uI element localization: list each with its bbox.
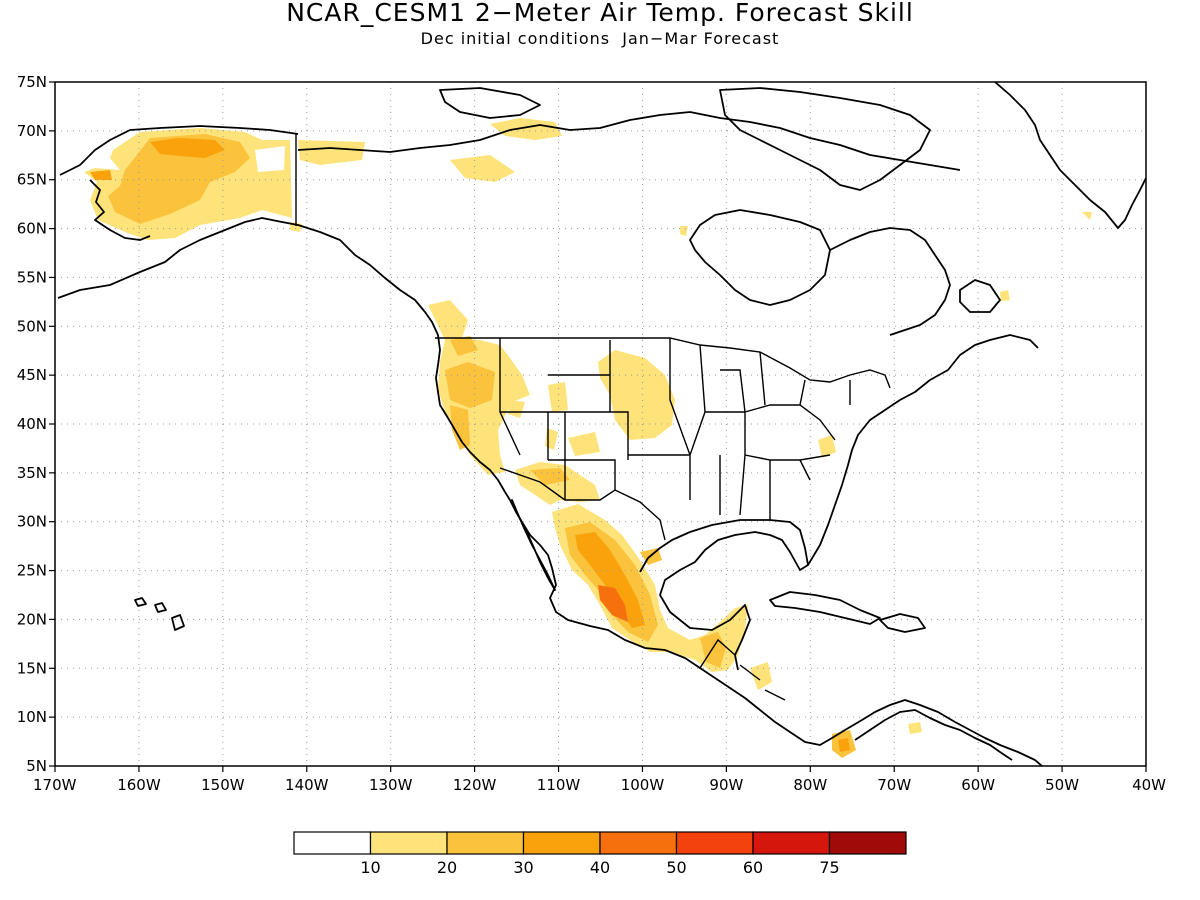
colorbar-label: 50 [666,858,686,877]
baffin-island [719,87,931,191]
gulf-coast [639,519,809,671]
coastlines [57,82,1146,766]
plains-skill-region [508,350,675,456]
map-grid [55,82,1146,766]
colorbar-swatch [369,831,448,855]
colorbar-swatch [599,831,678,855]
hawaii [134,597,185,631]
east-coast [807,334,1039,566]
arctic-skill-region [450,118,562,182]
baja-california [511,499,556,591]
lon-label: 80W [793,776,827,794]
alaska-west-coast [89,179,151,241]
lat-label: 35N [17,464,47,482]
arctic-islands [439,87,541,119]
colorbar: 10 20 30 40 50 60 75 [293,831,907,877]
lat-label: 5N [26,757,47,775]
lat-label: 65N [17,171,47,189]
lat-label: 15N [17,659,47,677]
lat-label: 40N [17,415,47,433]
arctic-coast [297,111,961,171]
colorbar-label: 60 [743,858,763,877]
colorbar-swatch [522,831,601,855]
lat-label: 10N [17,708,47,726]
lon-label: 140W [285,776,329,794]
colorbar-swatch [293,831,372,855]
newfoundland [959,279,1001,313]
lon-label: 70W [877,776,911,794]
west-coast-skill-region [428,300,530,475]
lon-label: 40W [1132,776,1166,794]
labrador-coast [829,227,951,336]
political-borders [295,134,891,701]
alaska-north-coast [59,125,299,176]
us-mexico-border [499,467,666,541]
longitude-labels: 170W 160W 150W 140W 130W 120W 110W 100W 90W 80W 70… [33,766,1166,794]
colorbar-label: 40 [590,858,610,877]
lon-label: 170W [33,776,77,794]
hispaniola [879,613,926,633]
lon-label: 100W [621,776,665,794]
lat-label: 75N [17,73,47,91]
cuba [769,591,881,625]
lon-label: 110W [537,776,581,794]
lat-label: 60N [17,220,47,238]
lon-label: 90W [709,776,743,794]
colorbar-swatch [446,831,525,855]
hudson-bay [689,209,831,306]
lon-label: 120W [453,776,497,794]
colorbar-swatch [828,831,907,855]
lat-label: 20N [17,610,47,628]
lat-label: 25N [17,562,47,580]
map-title: NCAR_CESM1 2−Meter Air Temp. Forecast Sk… [286,0,914,27]
south-america-coast [854,709,1013,761]
lon-label: 60W [961,776,995,794]
lon-label: 160W [117,776,161,794]
greenland [994,82,1146,229]
lat-label: 70N [17,122,47,140]
colorbar-swatch [675,831,754,855]
lon-label: 130W [369,776,413,794]
colorbar-label: 30 [513,858,533,877]
lon-label: 50W [1045,776,1079,794]
state-borders [499,338,851,520]
central-america-borders [699,638,786,701]
us-canada-border [435,337,891,389]
mexico-skill-region [552,504,748,672]
skill-shading [84,118,1092,758]
lat-label: 55N [17,268,47,286]
lat-label: 50N [17,317,47,335]
lat-label: 45N [17,366,47,384]
map-subtitle: Dec initial conditions Jan−Mar Forecast [420,29,780,48]
lat-label: 30N [17,513,47,531]
colorbar-label: 20 [437,858,457,877]
lon-label: 150W [201,776,245,794]
colorbar-label: 75 [819,858,839,877]
alaska-skill-region [84,128,365,240]
southwest-skill-region [515,462,600,505]
colorbar-label: 10 [360,858,380,877]
latitude-labels: 5N 10N 15N 20N 25N 30N 35N 40N 45N 50N 55N 60N 65N 70… [17,73,55,775]
minor-skill-regions [290,212,1092,758]
colorbar-swatch [752,831,831,855]
